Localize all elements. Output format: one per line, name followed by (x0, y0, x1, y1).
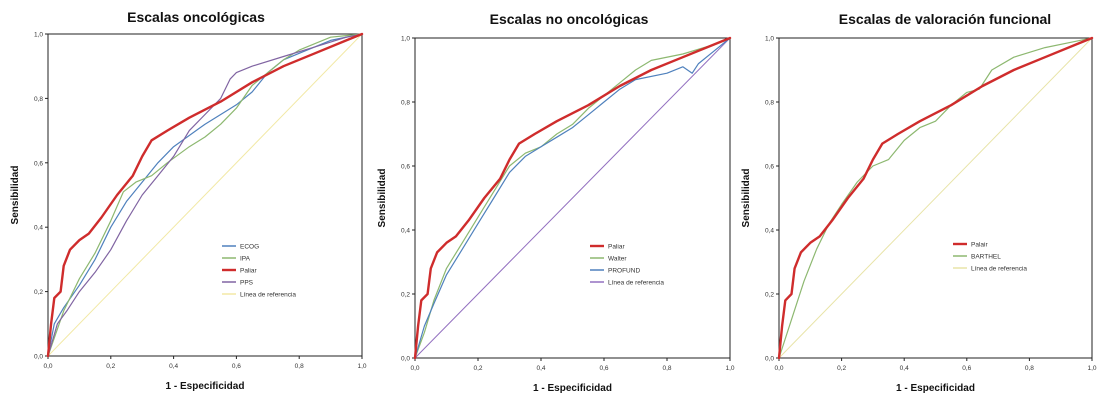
chart-2-x-tick-label: 0,0 (410, 365, 419, 372)
chart-2-x-tick-label: 0,8 (662, 365, 671, 372)
chart-2-series-line-walter (414, 37, 731, 359)
chart-1-y-axis-label: Sensibilidad (10, 166, 21, 225)
chart-1-legend-label-pps: PPS (240, 280, 254, 287)
chart-3-x-tick-label: 0,8 (1025, 365, 1034, 372)
chart-1-legend-label-paliar: Paliar (240, 268, 257, 275)
chart-1-x-tick-label: 0,6 (232, 363, 241, 370)
chart-2-legend-label-walter: Walter (608, 256, 627, 263)
chart-3-y-tick-label: 0,4 (765, 228, 774, 235)
chart-2-x-tick-label: 0,2 (473, 365, 482, 372)
chart-2-x-tick-label: 0,4 (536, 365, 545, 372)
chart-1-x-axis-label: 1 - Especificidad (166, 381, 245, 392)
chart-3-title: Escalas de valoración funcional (839, 11, 1051, 27)
chart-1-x-tick-label: 0,2 (106, 363, 115, 370)
chart-1-y-tick-label: 0,4 (34, 225, 43, 232)
chart-2-title: Escalas no oncológicas (490, 11, 649, 27)
chart-2-x-axis-label: 1 - Especificidad (533, 383, 612, 394)
chart-3-x-tick-label: 0,4 (900, 365, 909, 372)
chart-3-x-tick-label: 0,0 (774, 365, 783, 372)
chart-1-x-tick-label: 1,0 (357, 363, 366, 370)
chart-3-legend-label-l-nea-de-referencia: Línea de referencia (971, 266, 1027, 273)
chart-1-x-tick-label: 0,0 (43, 363, 52, 370)
chart-3-x-tick-label: 0,2 (837, 365, 846, 372)
chart-3-x-tick-label: 1,0 (1087, 365, 1096, 372)
chart-2-y-tick-label: 1,0 (401, 36, 410, 43)
chart-2-y-tick-label: 0,4 (401, 228, 410, 235)
chart-2-series-line-l-nea-de-referencia (414, 37, 731, 359)
chart-1-y-tick-label: 0,0 (34, 354, 43, 361)
chart-2-x-tick-label: 0,6 (599, 365, 608, 372)
chart-3-series-line-palair (777, 36, 1094, 360)
chart-1-x-tick-label: 0,8 (295, 363, 304, 370)
chart-2-y-tick-label: 0,0 (401, 356, 410, 363)
chart-1-legend-label-ipa: IPA (240, 256, 251, 263)
chart-2-y-tick-label: 0,6 (401, 164, 410, 171)
chart-1-series-line-l-nea-de-referencia (47, 33, 363, 357)
chart-3-y-axis-label: Sensibilidad (741, 169, 752, 228)
chart-2-y-tick-label: 0,8 (401, 100, 410, 107)
chart-2-x-tick-label: 1,0 (725, 365, 734, 372)
chart-3-y-tick-label: 0,8 (765, 100, 774, 107)
chart-2-legend-label-l-nea-de-referencia: Línea de referencia (608, 280, 664, 287)
chart-1-series-line-paliar (46, 32, 364, 358)
chart-1-legend-label-l-nea-de-referencia: Línea de referencia (240, 292, 296, 299)
chart-1-series-line-ipa (47, 33, 363, 357)
chart-3-x-axis-label: 1 - Especificidad (896, 383, 975, 394)
chart-3-legend-label-barthel: BARTHEL (971, 254, 1001, 261)
chart-1-series-line-pps (47, 33, 363, 357)
chart-1-y-tick-label: 0,2 (34, 289, 43, 296)
chart-3-y-tick-label: 0,0 (765, 356, 774, 363)
chart-1-x-tick-label: 0,4 (169, 363, 178, 370)
chart-2-legend-label-paliar: Paliar (608, 244, 625, 251)
chart-3-legend-label-palair: Palair (971, 242, 988, 249)
chart-2-series-line-paliar (413, 36, 732, 360)
chart-2-y-tick-label: 0,2 (401, 292, 410, 299)
chart-1-y-tick-label: 0,6 (34, 160, 43, 167)
chart-3-series-line-barthel (778, 37, 1093, 359)
chart-2-legend-label-profund: PROFUND (608, 268, 640, 275)
chart-3-y-tick-label: 0,2 (765, 292, 774, 299)
chart-3-series-line-l-nea-de-referencia (778, 37, 1093, 359)
chart-2-y-axis-label: Sensibilidad (377, 169, 388, 228)
chart-1-y-tick-label: 0,8 (34, 96, 43, 103)
chart-2-series-line-profund (414, 37, 731, 359)
chart-3-y-tick-label: 0,6 (765, 164, 774, 171)
chart-3-y-tick-label: 1,0 (765, 36, 774, 43)
chart-3-x-tick-label: 0,6 (962, 365, 971, 372)
chart-1-title: Escalas oncológicas (127, 9, 265, 25)
chart-1-y-tick-label: 1,0 (34, 32, 43, 39)
chart-1-legend-label-ecog: ECOG (240, 244, 259, 251)
